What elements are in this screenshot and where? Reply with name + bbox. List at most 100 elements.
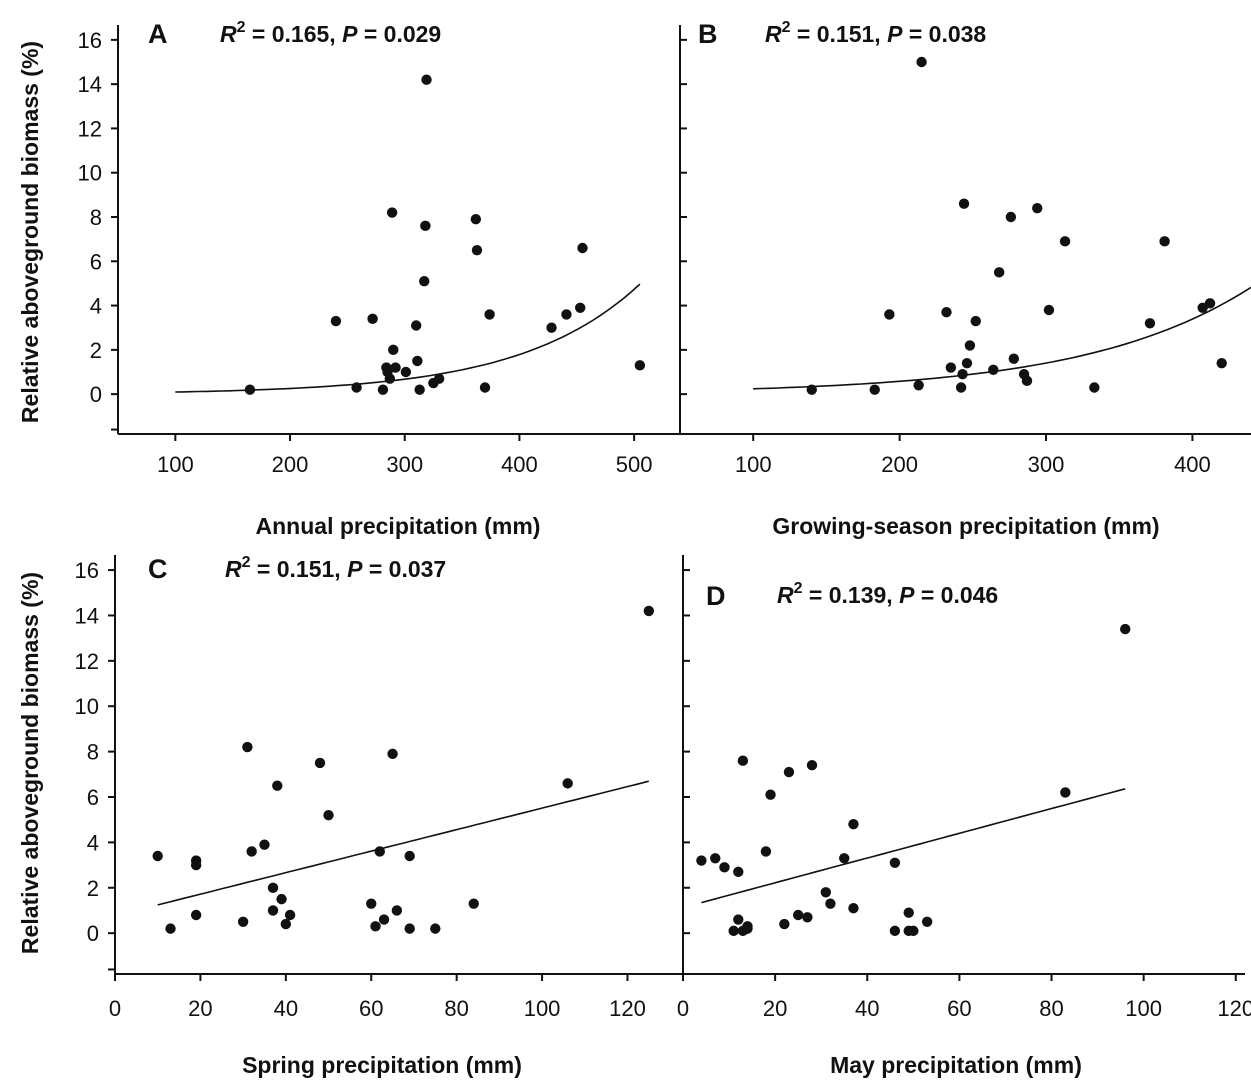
panel-d-data-point: [825, 898, 836, 909]
panel-a-x-tick-label: 500: [616, 452, 653, 477]
panel-d-data-point: [806, 760, 818, 771]
panel-a-data-point: [400, 366, 412, 378]
panel-d-data-point: [783, 766, 795, 778]
panel-b-x-tick-label: 300: [1028, 452, 1065, 477]
panel-c-data-point: [242, 741, 253, 753]
panel-c-y-tick-label: 0: [87, 921, 99, 946]
panel-c-data-point: [259, 839, 270, 850]
panel-b-label: B: [698, 19, 718, 49]
panel-c-data-point: [190, 859, 202, 871]
panel-b-data-point: [1216, 357, 1227, 369]
panel-a-data-point: [561, 309, 572, 320]
panel-c-data-point: [152, 850, 163, 862]
panel-d-data-point: [728, 925, 739, 937]
panel-c-data-point: [276, 893, 287, 905]
panel-c-data-point: [267, 882, 279, 893]
panel-a: A R2 = 0.165, P = 0.029 Annual precipita…: [78, 19, 680, 539]
panel-c-x-tick-label: 80: [444, 996, 468, 1021]
panel-c-data-point: [366, 898, 377, 909]
panel-c-x-tick-label: 60: [359, 996, 383, 1021]
panel-d-data-point: [903, 907, 914, 918]
panel-a-stats: R2 = 0.165, P = 0.029: [220, 19, 441, 47]
panel-a-data-point: [386, 207, 398, 218]
panel-a-y-tick-label: 14: [78, 72, 102, 97]
panel-b-data-point: [916, 56, 927, 68]
panel-c-y-tick-label: 6: [87, 785, 99, 810]
panel-c-data-point: [562, 778, 573, 789]
panel-a-data-point: [484, 309, 495, 320]
panel-c-data-point: [374, 846, 385, 857]
panel-b-data-point: [1043, 304, 1055, 316]
panel-a-data-point: [351, 382, 362, 393]
panel-c-data-point: [323, 809, 334, 821]
panel-c-x-tick-label: 20: [188, 996, 212, 1021]
panel-b-data-point: [1144, 318, 1156, 329]
panel-a-data-point: [421, 74, 432, 85]
panel-d-x-tick-label: 120: [1217, 996, 1251, 1021]
panel-b-data-point: [993, 267, 1005, 278]
panel-b-data-point: [884, 309, 895, 320]
panel-d-data-point: [710, 853, 721, 864]
panel-c-data-point: [237, 916, 249, 928]
panel-d-stats: R2 = 0.139, P = 0.046: [777, 580, 998, 608]
panel-c-data-point: [165, 923, 176, 934]
panel-a-data-point: [244, 384, 256, 395]
panel-b-data-point: [945, 362, 957, 373]
panel-d-label: D: [706, 581, 726, 611]
panel-b-data-point: [806, 384, 817, 395]
panel-a-y-tick-label: 10: [78, 161, 102, 186]
panel-d-data-point: [839, 853, 850, 864]
panel-d-data-point: [921, 916, 933, 928]
panel-c-data-point: [468, 898, 479, 909]
panel-b-data-point: [957, 369, 968, 380]
panel-a-data-point: [575, 302, 586, 313]
panel-b-data-point: [988, 364, 999, 375]
panel-c-data-point: [404, 923, 415, 934]
panel-c-y-tick-label: 2: [87, 876, 99, 901]
panel-d-data-point: [820, 887, 832, 898]
panel-c-data-point: [378, 914, 390, 925]
panel-d-data-point: [1120, 623, 1131, 635]
panel-b-data-point: [1204, 298, 1216, 309]
panel-b-data-point: [1021, 375, 1033, 387]
panel-c-data-point: [284, 909, 296, 921]
panel-d-data-point: [1060, 787, 1071, 798]
panel-b-data-point: [1005, 211, 1017, 223]
panel-d-data-point: [696, 855, 707, 866]
panel-b-x-tick-label: 200: [881, 452, 918, 477]
panel-b-x-axis-label: Growing-season precipitation (mm): [772, 513, 1159, 539]
panel-b-data-point: [1159, 236, 1170, 247]
panel-c-data-point: [314, 757, 326, 769]
panel-d-x-tick-label: 0: [677, 996, 689, 1021]
panel-d-data-point: [765, 789, 776, 800]
panel-a-data-point: [479, 382, 491, 393]
panel-a-data-point: [419, 276, 430, 287]
panel-a-data-point: [412, 355, 423, 367]
panel-c-data-point: [272, 780, 283, 791]
panel-d-x-tick-label: 100: [1125, 996, 1162, 1021]
panel-c-y-tick-label: 12: [75, 649, 99, 674]
panel-b: B R2 = 0.151, P = 0.038 Growing-season p…: [679, 19, 1251, 539]
panel-a-label: A: [148, 19, 168, 49]
panel-a-data-point: [471, 245, 483, 256]
panel-a-data-point: [546, 322, 557, 333]
panel-c-stats: R2 = 0.151, P = 0.037: [225, 554, 446, 582]
panel-d-data-point: [733, 914, 744, 925]
panel-c-data-point: [391, 905, 403, 916]
panel-c: C R2 = 0.151, P = 0.037 Spring precipita…: [75, 554, 683, 1078]
panel-c-x-tick-label: 120: [609, 996, 646, 1021]
panel-d-data-point: [742, 921, 753, 932]
panel-d-data-point: [908, 925, 919, 937]
panel-c-data-point: [190, 909, 202, 921]
panel-d-x-axis-label: May precipitation (mm): [830, 1052, 1082, 1078]
panel-b-data-point: [1032, 202, 1043, 214]
panel-c-y-tick-label: 8: [87, 740, 99, 765]
panel-a-data-point: [433, 373, 445, 384]
panel-d-x-tick-label: 20: [763, 996, 787, 1021]
panel-a-data-point: [634, 360, 646, 371]
panel-c-label: C: [148, 554, 168, 584]
panel-c-x-tick-label: 0: [109, 996, 121, 1021]
panel-a-y-tick-label: 2: [90, 338, 102, 363]
panel-d-data-point: [779, 918, 790, 930]
